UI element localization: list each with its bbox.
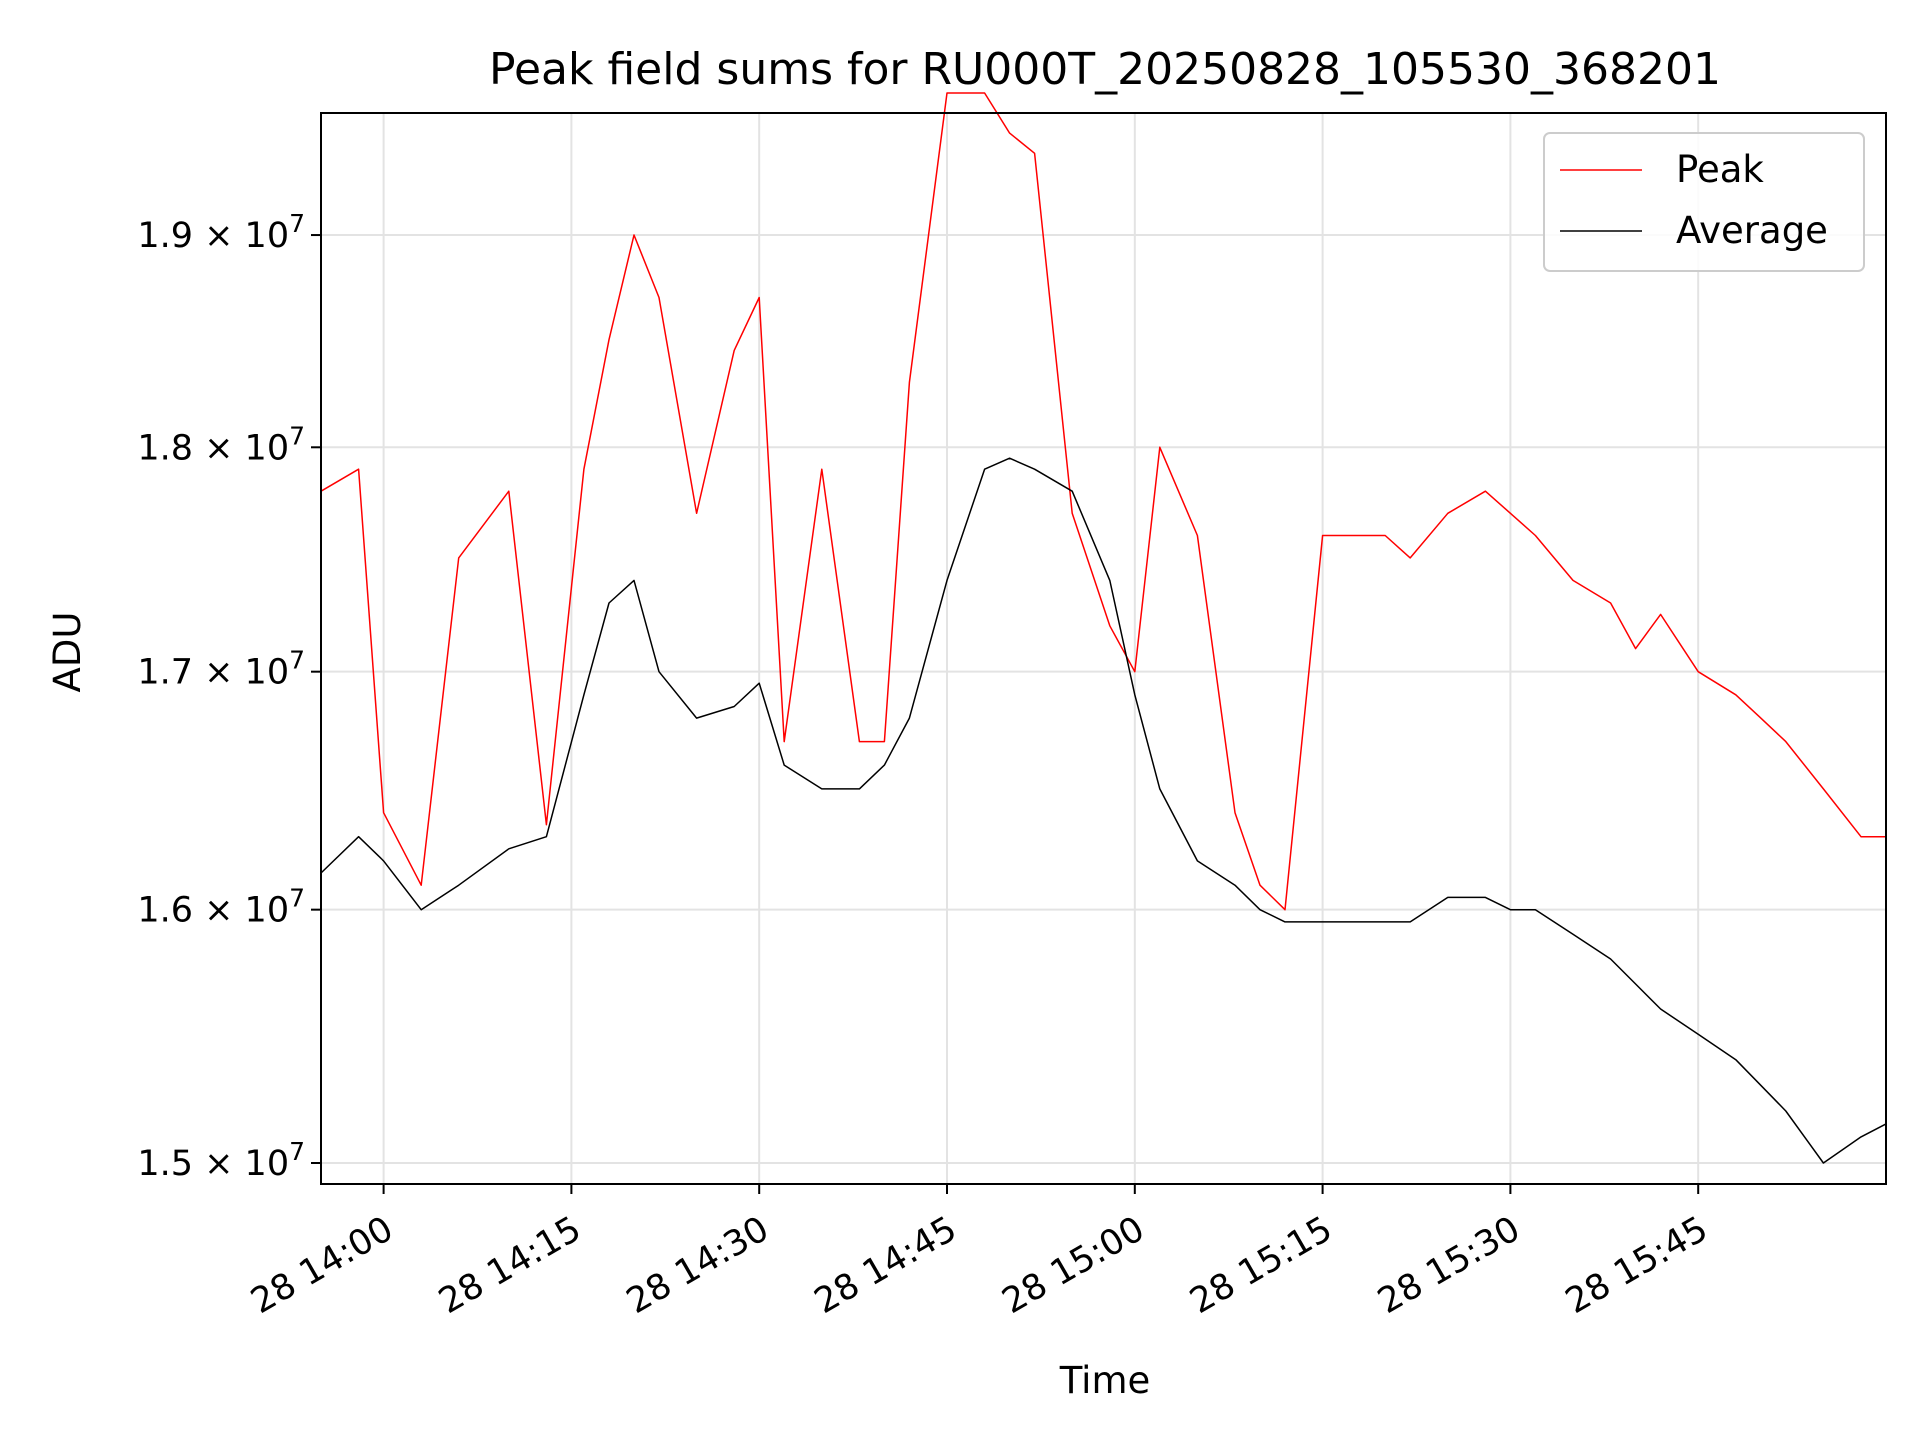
legend-box [1543, 132, 1865, 272]
y-tick-label: 1.6 × 107 [137, 884, 305, 931]
series-line-peak [320, 92, 1886, 911]
y-tick-label: 1.9 × 107 [137, 209, 305, 256]
y-tick-label: 1.7 × 107 [137, 646, 305, 693]
y-tick-label: 1.8 × 107 [137, 421, 305, 468]
series-lines [320, 92, 1887, 1164]
chart-title: Peak field sums for RU000T_20250828_1055… [489, 44, 1721, 95]
y-axis-label: ADU [46, 612, 89, 693]
x-axis-label: Time [1059, 1359, 1151, 1402]
y-tick-label: 1.5 × 107 [137, 1137, 305, 1184]
y-axis-ticks: 1.5 × 107 1.6 × 107 1.7 × 107 1.8 × 107 1.9 … [137, 209, 321, 1184]
plot-area-frame [320, 112, 1887, 1185]
series-line-average [320, 457, 1887, 1164]
legend: Peak Average [1543, 132, 1865, 272]
legend-average-label: Average [1676, 209, 1828, 252]
grid-lines [321, 113, 1886, 1184]
legend-peak-label: Peak [1676, 148, 1764, 191]
